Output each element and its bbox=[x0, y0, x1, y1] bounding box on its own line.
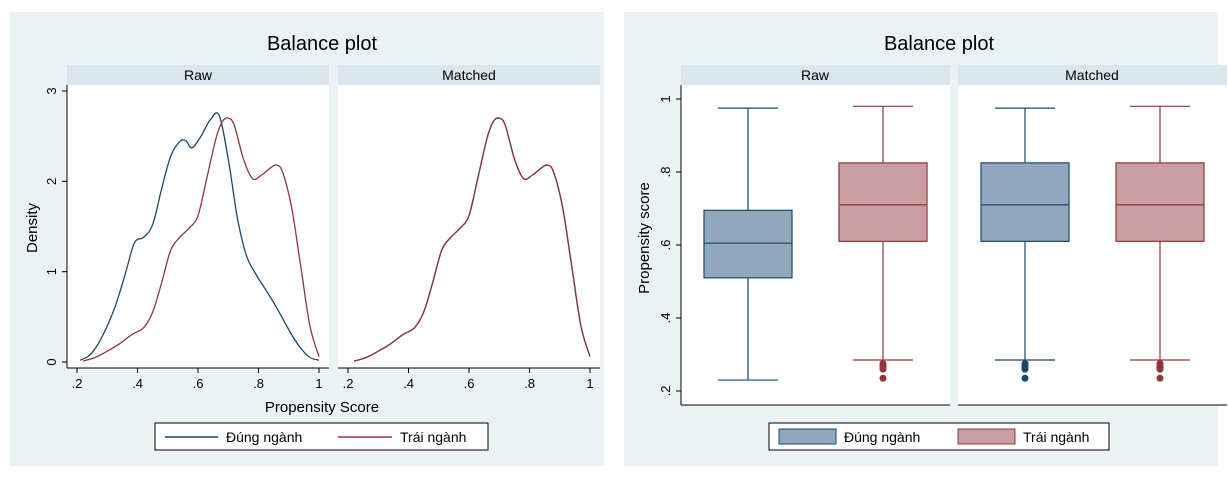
density-chart-svg: Balance plot Raw Matched 0 1 2 3 .2 .4 .6 .8 1.… bbox=[10, 12, 604, 466]
box-matched-dung-nganh bbox=[980, 162, 1070, 242]
x-tick-label-raw: .4 bbox=[132, 376, 143, 391]
outlier-point-matched-trai-nganh bbox=[1156, 374, 1164, 382]
y-tick-label: .4 bbox=[658, 313, 673, 324]
legend-label-trai-nganh: Trái ngành bbox=[400, 429, 466, 445]
x-tick-label-raw: 1 bbox=[315, 376, 322, 391]
y-tick-label: 1 bbox=[44, 268, 59, 275]
panel-header-matched bbox=[338, 65, 600, 85]
y-tick-label: .6 bbox=[658, 240, 673, 251]
density-balance-plot: Balance plot Raw Matched 0 1 2 3 .2 .4 .6 .8 1.… bbox=[10, 12, 604, 466]
x-axis-label: Propensity Score bbox=[265, 399, 379, 416]
box-raw-trai-nganh bbox=[838, 162, 928, 242]
legend-label-trai-nganh: Trái ngành bbox=[1023, 429, 1089, 445]
y-tick-label: 1 bbox=[658, 95, 673, 102]
y-tick-label: .8 bbox=[658, 167, 673, 178]
legend-label-dung-nganh: Đúng ngành bbox=[226, 429, 302, 445]
outlier-point-raw-trai-nganh bbox=[879, 374, 887, 382]
x-tick-label-raw: .8 bbox=[253, 376, 264, 391]
outlier-point-matched-dung-nganh bbox=[1021, 374, 1029, 382]
legend-swatch-dung-nganh bbox=[778, 428, 837, 445]
chart-title: Balance plot bbox=[884, 33, 995, 55]
boxplot-marks bbox=[703, 105, 1205, 382]
y-tick-label: 3 bbox=[44, 87, 59, 94]
panel-label-raw: Raw bbox=[801, 67, 830, 83]
panel-header-raw bbox=[67, 65, 329, 85]
x-tick-label-matched: .2 bbox=[343, 376, 354, 391]
x-tick-label-raw: .6 bbox=[193, 376, 204, 391]
curves-matched bbox=[353, 117, 591, 362]
box-raw-dung-nganh bbox=[703, 209, 793, 279]
box-matched-trai-nganh bbox=[1115, 162, 1205, 242]
legend-label-dung-nganh: Đúng ngành bbox=[844, 429, 920, 445]
y-axis-label: Density bbox=[24, 202, 41, 253]
plot-area-raw bbox=[67, 85, 329, 368]
outlier-point-matched-dung-nganh bbox=[1021, 360, 1029, 368]
chart-title: Balance plot bbox=[267, 33, 378, 55]
y-tick-label: 2 bbox=[44, 178, 59, 185]
boxplot-balance-plot: Balance plot Raw Matched .2 .4 .6 .8 1 Prope… bbox=[614, 0, 1228, 478]
panel-label-matched: Matched bbox=[1065, 67, 1119, 83]
x-tick-label-raw: .2 bbox=[72, 376, 83, 391]
y-axis-label: Propensity score bbox=[636, 182, 653, 294]
y-axis-ticks: .2 .4 .6 .8 1 bbox=[658, 95, 681, 396]
panel-header-matched bbox=[958, 65, 1227, 85]
x-tick-label-matched: .6 bbox=[464, 376, 475, 391]
y-tick-label: .2 bbox=[658, 386, 673, 397]
x-tick-label-matched: 1 bbox=[586, 376, 593, 391]
legend-swatch-trai-nganh bbox=[957, 428, 1016, 445]
plot-area-matched bbox=[958, 85, 1227, 405]
density-line-matched-trai-nganh bbox=[353, 117, 591, 362]
outlier-point-matched-trai-nganh bbox=[1156, 360, 1164, 368]
panel-label-matched: Matched bbox=[442, 67, 496, 83]
x-axis-ticks: .2 .4 .6 .8 1 .2 .4 .6 .8 1 bbox=[72, 368, 594, 391]
y-axis-ticks: 0 1 2 3 bbox=[44, 87, 67, 366]
curves-raw bbox=[79, 112, 320, 362]
density-line-raw-dung-nganh bbox=[79, 112, 320, 361]
y-tick-label: 0 bbox=[44, 358, 59, 365]
density-line-raw-trai-nganh bbox=[82, 117, 320, 362]
panel-header-raw bbox=[681, 65, 950, 85]
boxplot-chart-svg: Balance plot Raw Matched .2 .4 .6 .8 1 Prope… bbox=[624, 12, 1227, 466]
outlier-point-raw-trai-nganh bbox=[879, 360, 887, 368]
plot-area-matched bbox=[338, 85, 600, 368]
x-tick-label-matched: .4 bbox=[403, 376, 414, 391]
panel-label-raw: Raw bbox=[184, 67, 213, 83]
x-tick-label-matched: .8 bbox=[524, 376, 535, 391]
